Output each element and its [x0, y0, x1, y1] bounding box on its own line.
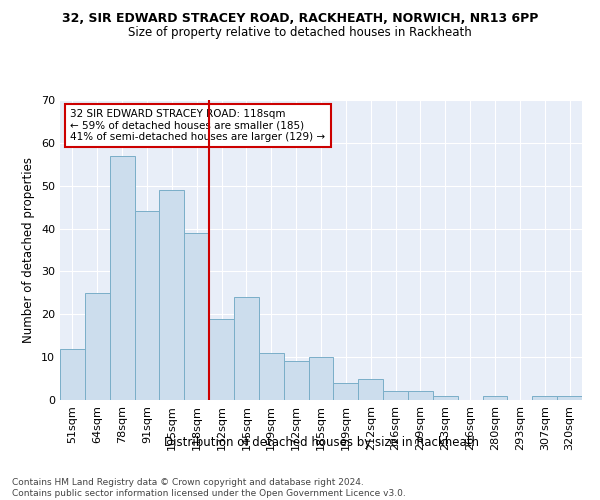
Bar — [209, 318, 234, 400]
Text: 32, SIR EDWARD STRACEY ROAD, RACKHEATH, NORWICH, NR13 6PP: 32, SIR EDWARD STRACEY ROAD, RACKHEATH, … — [62, 12, 538, 26]
Bar — [482, 396, 508, 400]
Bar — [134, 212, 160, 400]
Bar — [557, 396, 582, 400]
Bar — [334, 383, 358, 400]
Bar — [60, 348, 85, 400]
Y-axis label: Number of detached properties: Number of detached properties — [22, 157, 35, 343]
Text: 32 SIR EDWARD STRACEY ROAD: 118sqm
← 59% of detached houses are smaller (185)
41: 32 SIR EDWARD STRACEY ROAD: 118sqm ← 59%… — [70, 109, 326, 142]
Bar — [284, 362, 308, 400]
Bar — [234, 297, 259, 400]
Bar — [308, 357, 334, 400]
Text: Distribution of detached houses by size in Rackheath: Distribution of detached houses by size … — [163, 436, 479, 449]
Bar — [85, 293, 110, 400]
Bar — [358, 378, 383, 400]
Bar — [408, 392, 433, 400]
Bar — [532, 396, 557, 400]
Bar — [433, 396, 458, 400]
Bar — [184, 233, 209, 400]
Bar — [110, 156, 134, 400]
Bar — [160, 190, 184, 400]
Text: Contains HM Land Registry data © Crown copyright and database right 2024.
Contai: Contains HM Land Registry data © Crown c… — [12, 478, 406, 498]
Text: Size of property relative to detached houses in Rackheath: Size of property relative to detached ho… — [128, 26, 472, 39]
Bar — [259, 353, 284, 400]
Bar — [383, 392, 408, 400]
